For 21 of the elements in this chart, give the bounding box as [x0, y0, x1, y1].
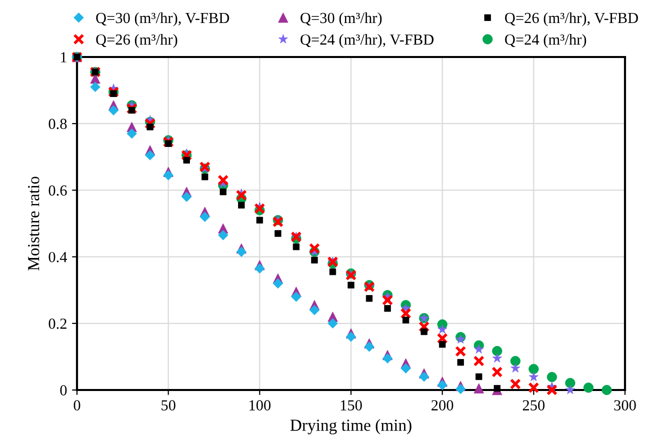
- y-tick-label: 0.8: [48, 118, 67, 130]
- x-tick-label: 300: [614, 400, 636, 410]
- legend-label: Q=26 (m³/hr): [96, 34, 178, 48]
- y-tick-label: 0.6: [48, 185, 67, 196]
- x-tick-label: 200: [432, 400, 454, 410]
- y-tick-label: 1: [60, 52, 66, 62]
- x-tick-label: 100: [250, 400, 271, 410]
- legend-label: Q=30 (m³/hr): [300, 12, 382, 26]
- x-tick-label: 250: [522, 400, 545, 410]
- y-axis-title: Moisture ratio: [28, 176, 40, 270]
- y-tick-label: 0.4: [48, 252, 68, 262]
- x-tick-label: 0: [74, 400, 80, 410]
- y-tick-label: 0.2: [48, 318, 66, 329]
- legend-label: Q=24 (m³/hr), V-FBD: [300, 34, 434, 48]
- y-tick-label: 0: [60, 385, 67, 396]
- x-tick-label: 150: [340, 400, 362, 410]
- x-tick-label: 50: [162, 400, 176, 410]
- legend-label: Q=30 (m³/hr), V-FBD: [96, 12, 230, 26]
- legend-label: Q=26 (m³/hr), V-FBD: [505, 12, 638, 26]
- x-axis-title: Drying time (min): [290, 419, 412, 434]
- legend-label: Q=24 (m³/hr): [505, 34, 586, 48]
